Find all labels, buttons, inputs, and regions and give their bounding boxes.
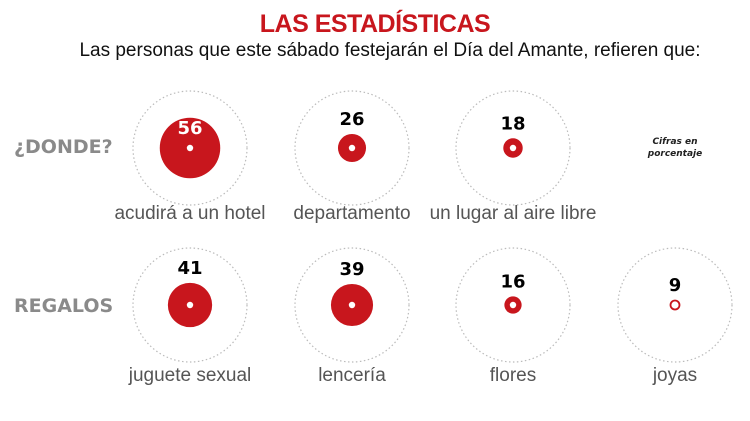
category-label: joyas xyxy=(652,365,698,386)
bubble xyxy=(669,299,681,311)
category-label: acudirá a un hotel xyxy=(114,203,266,224)
category-label: lencería xyxy=(318,365,386,386)
guide-circle xyxy=(294,90,410,206)
chart-subtitle: Las personas que este sábado festejarán … xyxy=(79,40,701,61)
row-label-donde: ¿DONDE? xyxy=(14,136,113,158)
guide-circle xyxy=(132,247,248,363)
guide-circle xyxy=(617,247,733,363)
guide-circle xyxy=(294,247,410,363)
guide-circle xyxy=(132,90,248,206)
bubble-center-dot xyxy=(186,301,194,309)
unit-note: Cifras en porcentaje xyxy=(647,137,703,159)
value-label: 26 xyxy=(339,109,364,130)
row-label-regalos: REGALOS xyxy=(14,295,114,317)
value-label: 18 xyxy=(500,113,525,134)
bubble-center-dot xyxy=(509,301,517,309)
value-label: 41 xyxy=(177,258,202,279)
bubble-center-dot xyxy=(509,144,517,152)
value-label: 16 xyxy=(500,271,525,292)
value-label: 39 xyxy=(339,259,364,280)
category-label: flores xyxy=(489,365,537,386)
bubble-center-dot xyxy=(186,144,194,152)
chart-title: LAS ESTADÍSTICAS xyxy=(259,10,491,38)
guide-circle xyxy=(455,247,571,363)
value-label: 56 xyxy=(177,118,202,139)
category-label: juguete sexual xyxy=(128,365,252,386)
category-label: un lugar al aire libre xyxy=(429,203,597,224)
guide-circle xyxy=(455,90,571,206)
bubble-center-dot xyxy=(348,301,356,309)
value-label: 9 xyxy=(669,275,682,296)
category-label: departamento xyxy=(293,203,411,224)
bubble-center-dot xyxy=(348,144,356,152)
